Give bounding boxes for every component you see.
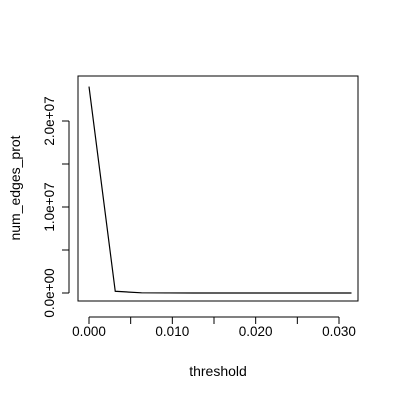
plot-frame xyxy=(77,75,359,302)
x-tick-label: 0.030 xyxy=(322,324,356,339)
x-axis: 0.000 0.010 0.020 0.030 xyxy=(72,316,356,339)
y-axis: 0.0e+00 1.0e+07 2.0e+07 xyxy=(42,96,70,318)
y-axis-label: num_edges_prot xyxy=(7,135,23,240)
y-tick-label: 0.0e+00 xyxy=(42,268,57,317)
x-tick-label: 0.010 xyxy=(155,324,189,339)
x-tick-label: 0.020 xyxy=(239,324,273,339)
series-line xyxy=(88,86,352,294)
x-tick-label: 0.000 xyxy=(72,324,106,339)
series-layer xyxy=(88,86,352,294)
y-tick-label: 1.0e+07 xyxy=(42,182,57,231)
x-axis-label: threshold xyxy=(189,363,247,379)
y-tick-label: 2.0e+07 xyxy=(42,96,57,145)
